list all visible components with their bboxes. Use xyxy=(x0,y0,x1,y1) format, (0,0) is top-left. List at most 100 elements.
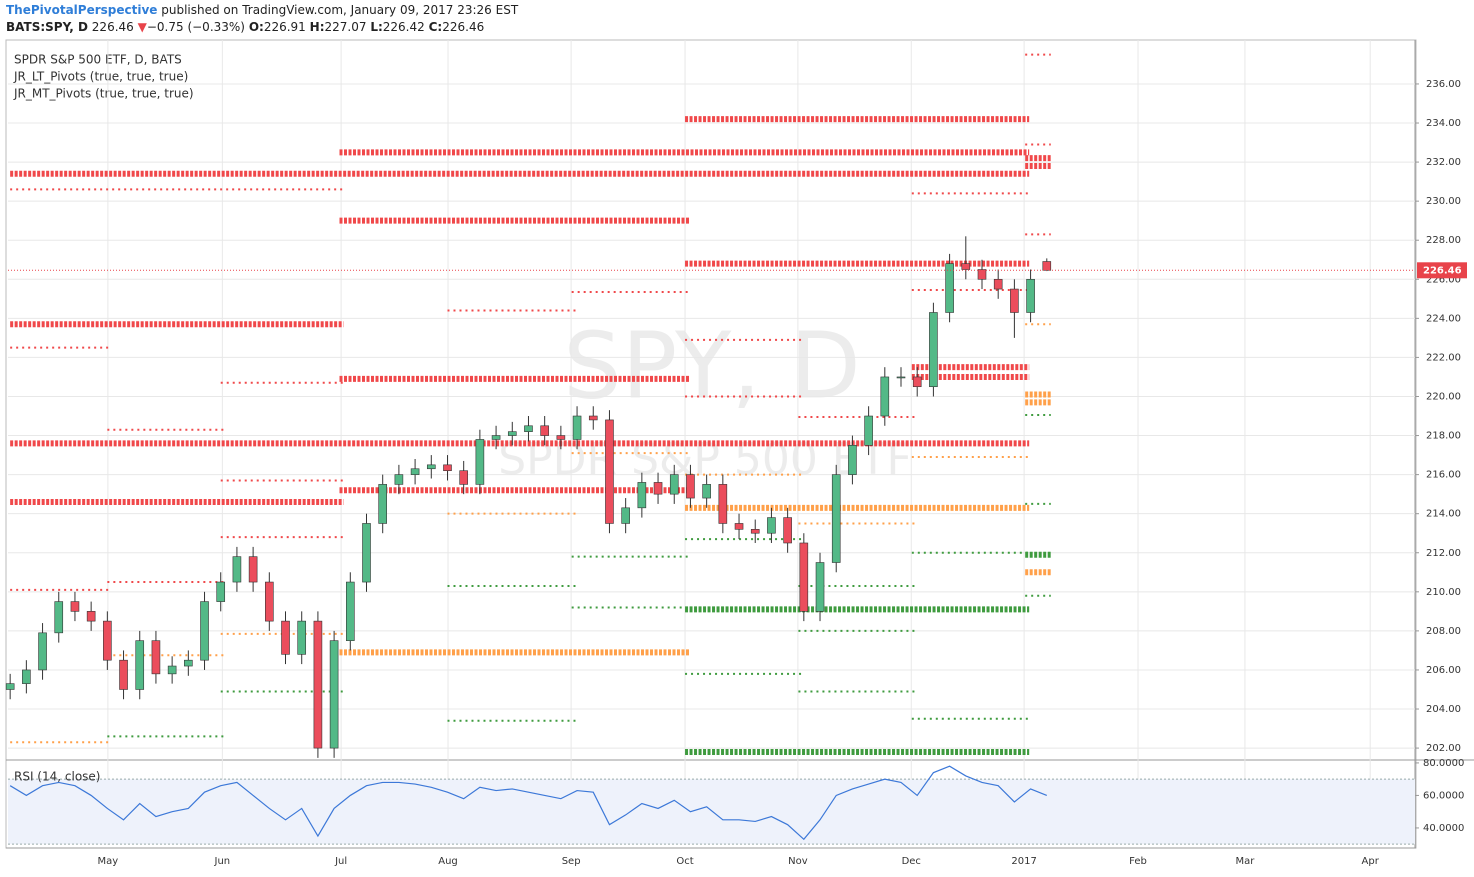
candle-body xyxy=(22,669,31,684)
candle-body xyxy=(281,620,290,655)
candle-body xyxy=(912,376,922,388)
candle-body xyxy=(459,470,468,485)
published: published on TradingView.com, January 09… xyxy=(157,3,519,17)
candle-body xyxy=(572,415,582,440)
candle-body xyxy=(686,474,695,499)
x-tick-label: Aug xyxy=(438,856,458,867)
candle-body xyxy=(702,484,711,499)
rsi-tick-label: 40.0000 xyxy=(1423,823,1464,834)
y-tick-label: 224.00 xyxy=(1426,313,1461,324)
rsi-tick-label: 60.0000 xyxy=(1423,790,1464,801)
y-tick-label: 222.00 xyxy=(1426,352,1461,363)
candle-body xyxy=(929,312,938,388)
o-label: O: xyxy=(248,20,264,34)
x-tick-label: Mar xyxy=(1235,856,1255,867)
publish-line: ThePivotalPerspective published on Tradi… xyxy=(6,2,518,19)
y-tick-label: 228.00 xyxy=(1426,235,1461,246)
candle-body xyxy=(1010,288,1019,313)
legend-entry: JR_LT_Pivots (true, true, true) xyxy=(13,70,188,84)
x-tick-label: Nov xyxy=(788,856,808,867)
candle-body xyxy=(491,435,501,440)
candle-body xyxy=(378,484,387,524)
candle-body xyxy=(556,435,566,440)
candle-body xyxy=(38,632,47,671)
candle-body xyxy=(524,425,533,432)
last-price-tag xyxy=(1417,262,1467,279)
candle-body xyxy=(265,581,274,622)
candle-body xyxy=(297,620,307,655)
candle-body xyxy=(394,474,404,485)
candle-body xyxy=(977,269,987,280)
y-tick-label: 206.00 xyxy=(1426,665,1461,676)
candle-body xyxy=(815,562,825,612)
y-tick-label: 202.00 xyxy=(1426,743,1461,754)
y-tick-label: 210.00 xyxy=(1426,587,1461,598)
candle-body xyxy=(475,439,485,485)
candle-body xyxy=(443,464,452,472)
y-tick-label: 220.00 xyxy=(1426,391,1461,402)
candle-body xyxy=(426,464,436,470)
candle-body xyxy=(329,640,339,749)
y-tick-label: 216.00 xyxy=(1426,470,1461,481)
candle-body xyxy=(750,529,760,534)
l-label: L: xyxy=(370,20,383,34)
candle-body xyxy=(151,640,161,675)
change: −0.75 (−0.33%) xyxy=(146,20,245,34)
candle-body xyxy=(540,425,549,436)
arrow: ▼ xyxy=(137,20,147,34)
rsi-line xyxy=(9,765,1048,841)
candle-body xyxy=(313,620,323,749)
price: 226.46 xyxy=(91,20,134,34)
candle-body xyxy=(896,376,906,379)
x-tick-label: May xyxy=(98,856,119,867)
candle-body xyxy=(880,376,890,417)
y-tick-label: 236.00 xyxy=(1426,79,1461,90)
candle-body xyxy=(86,611,96,622)
candle-body xyxy=(135,640,145,690)
candle-body xyxy=(248,556,258,583)
candle-body xyxy=(945,263,954,313)
candle-body xyxy=(346,581,355,641)
header: ThePivotalPerspective published on Tradi… xyxy=(6,2,518,36)
x-tick-label: Feb xyxy=(1129,856,1147,867)
candle-body xyxy=(200,601,209,661)
rsi-tick-label: 80.0000 xyxy=(1423,758,1464,769)
candle-body xyxy=(783,517,792,544)
author[interactable]: ThePivotalPerspective xyxy=(6,3,158,17)
y-tick-label: 230.00 xyxy=(1426,196,1461,207)
c-label: C: xyxy=(428,20,443,34)
candle-body xyxy=(70,601,80,612)
h-label: H: xyxy=(309,20,325,34)
candle-body xyxy=(718,484,728,524)
candle-body xyxy=(605,419,614,524)
x-tick-label: Apr xyxy=(1362,856,1380,867)
candle-body xyxy=(734,523,744,530)
x-tick-label: Dec xyxy=(902,856,921,867)
candle-body xyxy=(1026,278,1035,313)
symbol: BATS:SPY, D xyxy=(6,20,88,34)
candle-body xyxy=(54,601,64,634)
legend-entry: JR_MT_Pivots (true, true, true) xyxy=(13,87,194,101)
candle-body xyxy=(232,556,242,583)
candle-body xyxy=(799,542,809,612)
y-tick-label: 234.00 xyxy=(1426,118,1461,129)
candle-body xyxy=(669,474,679,495)
candle-body xyxy=(1042,261,1052,271)
y-tick-label: 218.00 xyxy=(1426,431,1461,442)
candle-body xyxy=(767,517,776,534)
chart-title: SPDR S&P 500 ETF, D, BATS xyxy=(14,53,182,67)
x-tick-label: Jun xyxy=(214,856,231,867)
candle-body xyxy=(507,431,517,436)
h: 227.07 xyxy=(324,20,367,34)
candle-body xyxy=(362,523,371,583)
x-tick-label: 2017 xyxy=(1011,856,1036,867)
candle-body xyxy=(119,659,128,690)
y-tick-label: 212.00 xyxy=(1426,548,1461,559)
candle-body xyxy=(103,620,112,661)
c: 226.46 xyxy=(442,20,485,34)
candle-body xyxy=(410,468,420,475)
candle-body xyxy=(621,507,630,524)
rsi-band xyxy=(8,779,1415,845)
x-tick-label: Oct xyxy=(676,856,693,867)
